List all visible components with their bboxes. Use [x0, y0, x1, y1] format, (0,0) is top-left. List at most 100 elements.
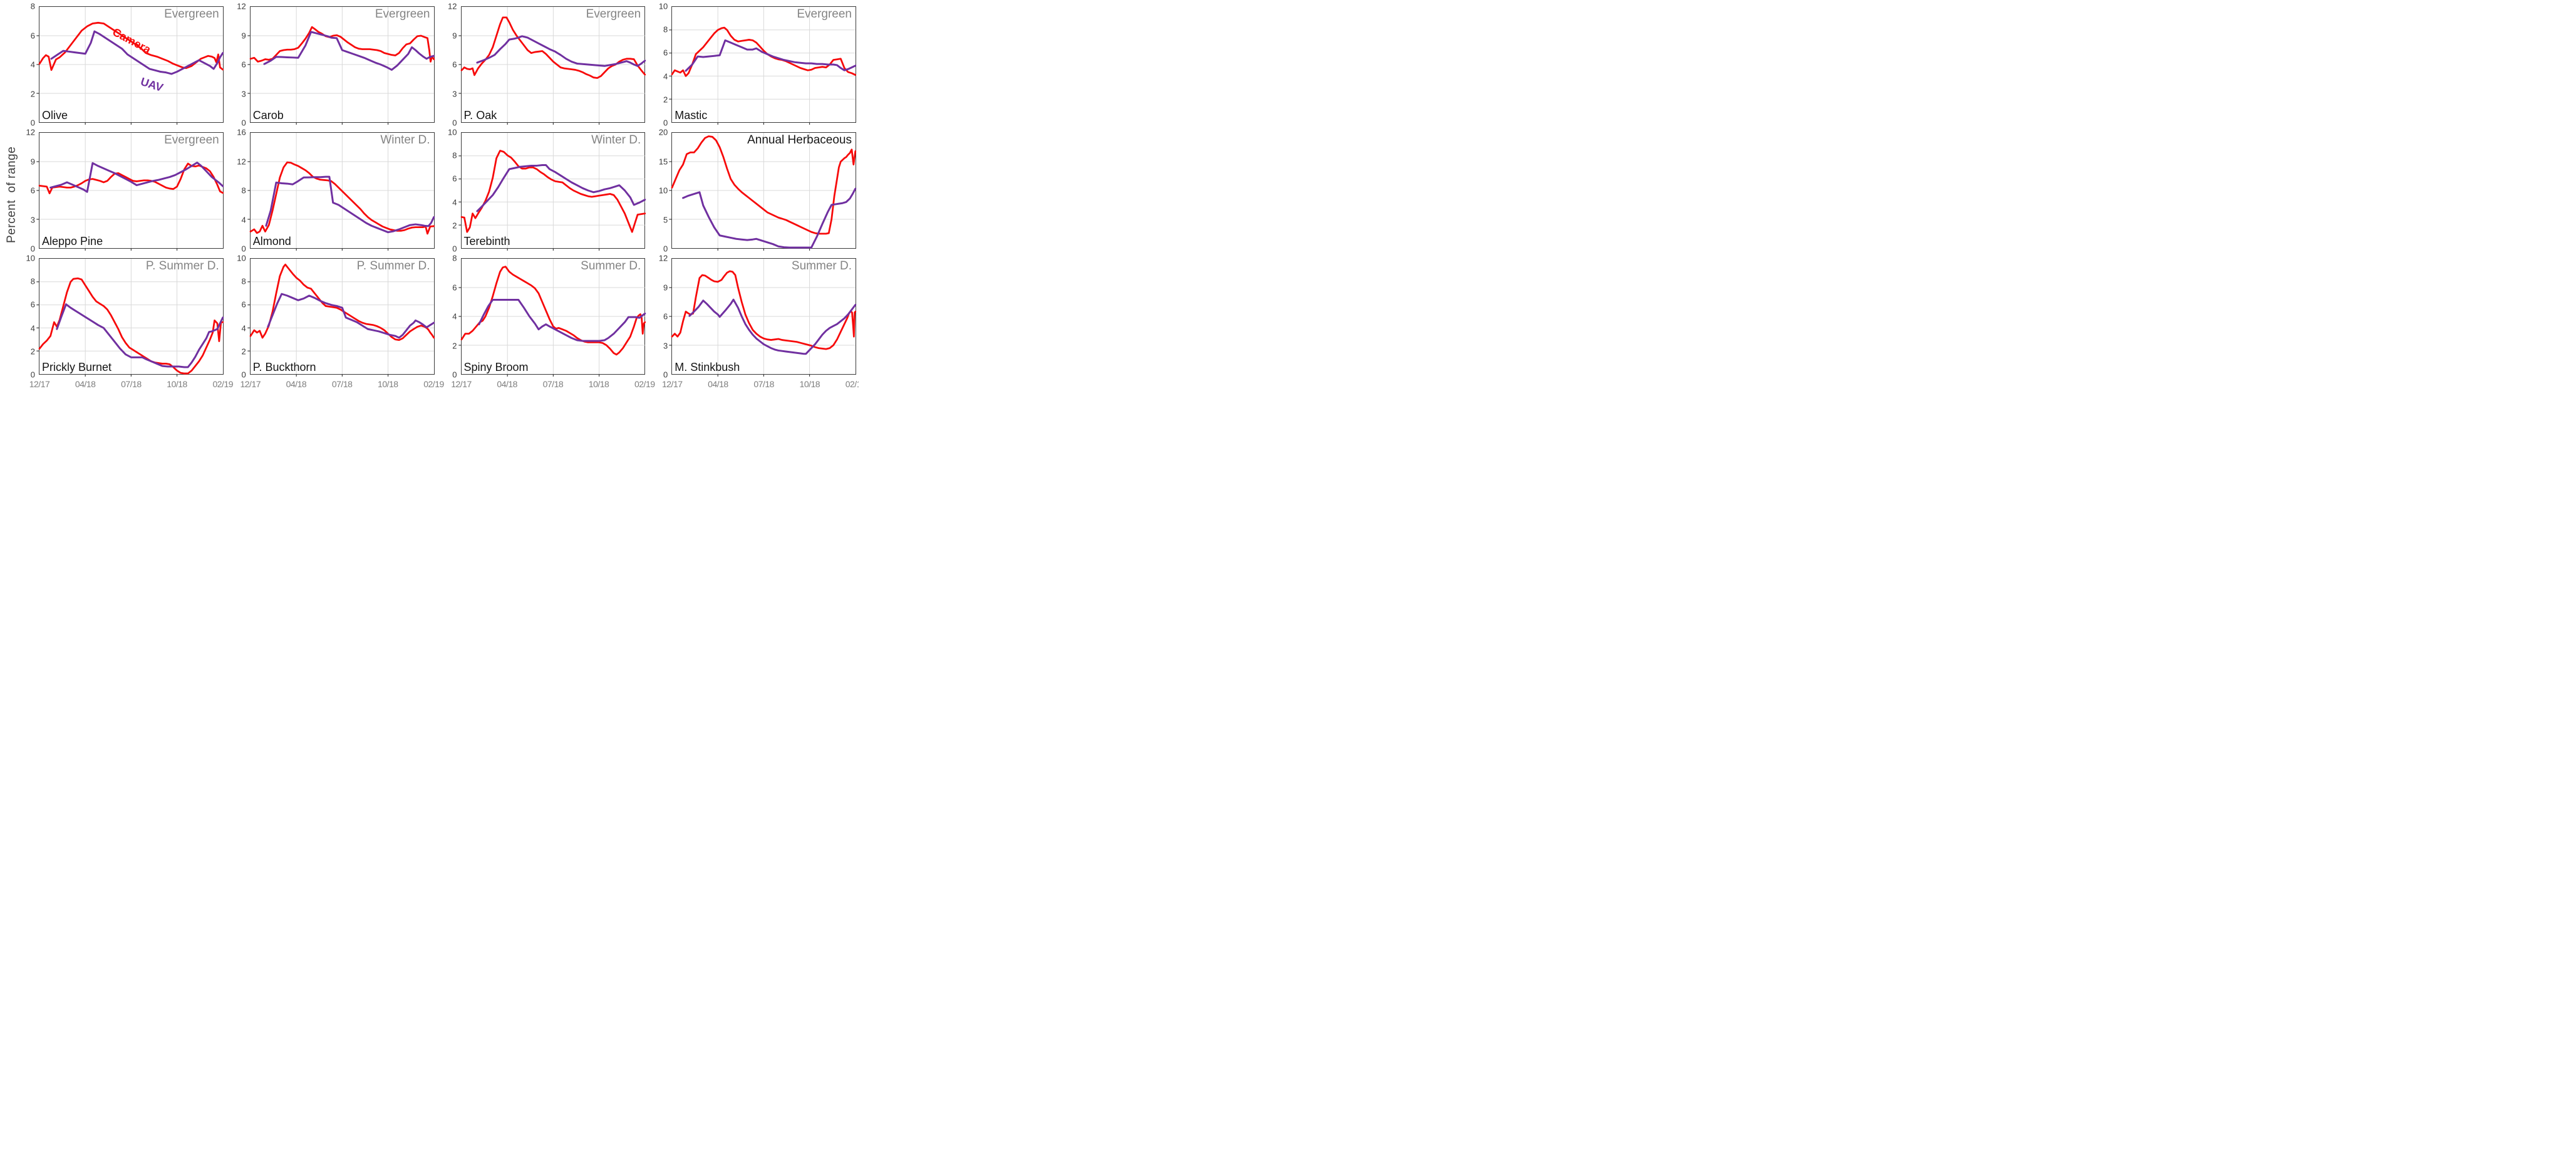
x-axis-ticks: 12/17 04/18 07/18 10/18 02/19: [451, 374, 655, 390]
plot-area: Spiny Broom Summer D. 12/17 04/18 07/18 10/…: [451, 258, 655, 389]
category-label: Evergreen: [586, 8, 641, 21]
x-axis-ticks: 12/17 04/18 07/18 10/18 02/19: [662, 374, 859, 390]
series-line-camera: [39, 164, 223, 194]
y-tick-label: 9: [241, 31, 246, 40]
y-tick-label: 2: [30, 346, 35, 356]
y-tick-label: 2: [452, 341, 457, 350]
y-axis-ticks: 0 2 4 6 8 10: [651, 2, 671, 128]
y-tick-label: 2: [241, 346, 246, 356]
category-label: Winter D.: [591, 133, 641, 147]
series-line-uav: [268, 294, 434, 338]
y-tick-label: 10: [448, 127, 457, 137]
category-label: P. Summer D.: [356, 259, 430, 273]
y-axis-ticks: 0 2 4 6 8 10: [19, 254, 39, 380]
y-tick-label: 12: [448, 1, 457, 11]
y-tick-label: 12: [237, 157, 246, 166]
x-tick-label: 02/19: [634, 379, 655, 389]
series-line-uav: [477, 165, 644, 212]
x-tick-label: 10/18: [378, 379, 398, 389]
y-tick-label: 0: [241, 118, 246, 128]
species-label: Prickly Burnet: [42, 361, 112, 374]
plot-area: Mastic Evergreen: [671, 6, 856, 123]
chart-canvas: [462, 7, 645, 122]
chart-canvas: [672, 133, 856, 248]
y-tick-label: 2: [30, 89, 35, 98]
category-label: Evergreen: [164, 8, 219, 21]
x-tick-label: 02/19: [845, 379, 859, 389]
y-tick-label: 20: [658, 127, 668, 137]
y-tick-label: 8: [241, 185, 246, 195]
x-tick-label: 10/18: [588, 379, 609, 389]
series-line-uav: [683, 189, 856, 247]
chart-panel: 0 2 4 6 8 10 Mastic Evergreen: [651, 2, 856, 128]
x-tick-label: 07/18: [542, 379, 564, 389]
chart-panel: 0 2 4 6 8 Olive Evergreen Camera UAV: [19, 2, 224, 128]
plot-area: Terebinth Winter D.: [461, 132, 646, 249]
x-tick-label: 02/19: [212, 379, 234, 389]
y-tick-label: 10: [237, 253, 246, 263]
series-line-uav: [51, 31, 223, 74]
x-tick-label: 07/18: [121, 379, 142, 389]
y-tick-label: 12: [26, 127, 35, 137]
series-line-uav: [57, 304, 223, 367]
y-tick-label: 4: [452, 197, 457, 207]
y-axis-ticks: 0 5 10 15 20: [651, 128, 671, 254]
chart-panel: 0 2 4 6 8 10 P. Buckthorn P. Summer D. 12/17 0…: [230, 254, 444, 390]
category-label: P. Summer D.: [145, 259, 219, 273]
series-line-camera: [39, 278, 223, 373]
y-tick-label: 6: [452, 174, 457, 184]
y-tick-label: 8: [241, 276, 246, 286]
y-tick-label: 6: [30, 31, 35, 40]
y-tick-label: 12: [658, 253, 668, 263]
x-tick-label: 10/18: [167, 379, 187, 389]
y-tick-label: 8: [452, 253, 457, 263]
chart-canvas: [462, 259, 645, 374]
y-tick-label: 6: [241, 299, 246, 310]
species-label: Aleppo Pine: [42, 235, 103, 248]
x-tick-label: 04/18: [708, 379, 728, 389]
chart-canvas: [462, 133, 645, 248]
series-line-camera: [39, 23, 223, 70]
category-label: Evergreen: [797, 8, 852, 21]
y-tick-label: 16: [237, 127, 246, 137]
y-tick-label: 0: [452, 244, 457, 254]
y-tick-label: 3: [452, 89, 457, 98]
y-axis-ticks: 0 3 6 9 12: [19, 128, 39, 254]
series-line-camera: [672, 28, 856, 76]
species-label: Carob: [252, 109, 284, 122]
series-line-uav: [686, 40, 856, 71]
y-tick-label: 6: [30, 299, 35, 310]
y-tick-label: 4: [663, 71, 668, 81]
chart-canvas: [251, 133, 434, 248]
category-label: Evergreen: [164, 133, 219, 147]
series-line-camera: [672, 271, 856, 349]
chart-panel: 0 3 6 9 12 Aleppo Pine Evergreen: [19, 128, 224, 254]
y-tick-label: 8: [663, 24, 668, 34]
category-label: Summer D.: [581, 259, 641, 273]
y-tick-label: 8: [30, 276, 35, 286]
chart-canvas: [672, 259, 856, 374]
chart-canvas: [672, 7, 856, 122]
chart-canvas: [39, 7, 223, 122]
chart-panel: 0 3 6 9 12 M. Stinkbush Summer D. 12/17 04/18…: [651, 254, 859, 390]
x-tick-label: 04/18: [286, 379, 307, 389]
plot-area: P. Buckthorn P. Summer D. 12/17 04/18 07/1…: [240, 258, 444, 389]
y-tick-label: 6: [663, 311, 668, 321]
plot-area: Annual Herbaceous: [671, 132, 856, 249]
chart-panel: 0 3 6 9 12 Carob Evergreen: [230, 2, 435, 128]
y-tick-label: 3: [30, 215, 35, 224]
y-tick-label: 9: [30, 157, 35, 166]
series-line-uav: [690, 299, 856, 354]
species-label: Mastic: [675, 109, 708, 122]
series-line-uav: [477, 36, 644, 66]
y-tick-label: 8: [452, 150, 457, 160]
y-tick-label: 6: [452, 60, 457, 70]
y-axis-ticks: 0 3 6 9 12: [230, 2, 250, 128]
category-label: Evergreen: [375, 8, 430, 21]
y-tick-label: 2: [452, 221, 457, 231]
y-tick-label: 2: [663, 95, 668, 105]
y-tick-label: 8: [30, 1, 35, 11]
category-label: Annual Herbaceous: [747, 133, 852, 147]
chart-panel: 0 4 8 12 16 Almond Winter D.: [230, 128, 435, 254]
plot-area: Aleppo Pine Evergreen: [39, 132, 224, 249]
